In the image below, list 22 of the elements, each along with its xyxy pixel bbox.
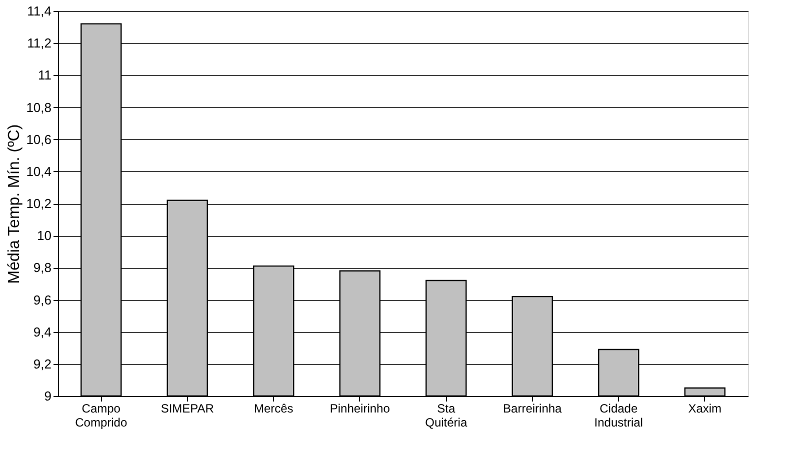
y-tick-label: 11,4: [27, 4, 52, 18]
x-tick-label: Cidade Industrial: [594, 402, 643, 430]
x-tick-label: Barreirinha: [503, 402, 562, 416]
y-tick-label: 11,2: [27, 36, 52, 51]
y-tick-label: 9: [44, 388, 52, 404]
y-tick-label: 10: [37, 228, 52, 244]
y-tick-label: 11: [38, 68, 52, 83]
y-tick-label: 10,2: [26, 196, 52, 211]
x-tick-label: SIMEPAR: [160, 402, 214, 416]
x-tick-label: Campo Comprido: [75, 402, 128, 430]
y-tick-label: 10,6: [26, 132, 52, 147]
y-tick-label: 9,2: [33, 356, 52, 372]
y-tick-label: 9,6: [33, 292, 52, 308]
y-tick-label: 10,4: [26, 164, 52, 179]
x-tick-label: Xaxim: [688, 402, 722, 416]
x-tick-label: Pinheirinho: [330, 402, 390, 416]
y-tick-label: 10,8: [26, 100, 52, 115]
y-tick-label: 9,8: [33, 260, 52, 276]
y-tick-label: 9,4: [33, 324, 52, 340]
x-tick-label: Sta Quitéria: [425, 402, 468, 430]
x-tick-label: Mercês: [254, 402, 294, 416]
y-axis-title: Média Temp. Mín. (ºC): [6, 124, 24, 284]
